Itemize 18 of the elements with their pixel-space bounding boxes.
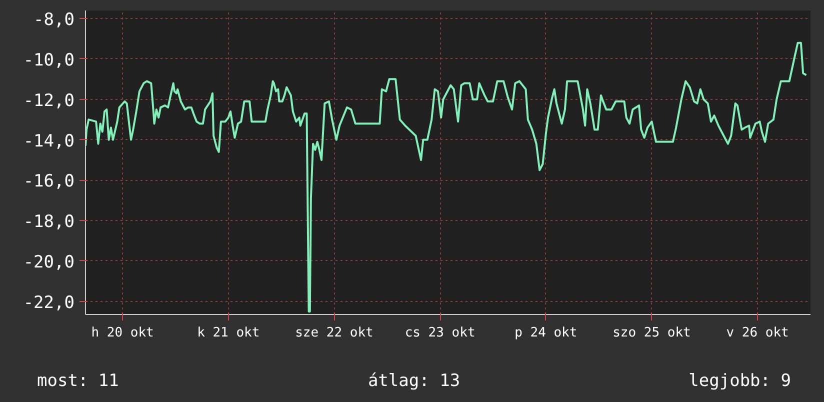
- y-tick-label: -18,0: [23, 212, 75, 232]
- y-tick-label: -10,0: [23, 50, 75, 70]
- x-tick-label: v 26 okt: [726, 326, 789, 340]
- x-tick-label: h 20 okt: [91, 326, 154, 340]
- y-tick-label: -16,0: [23, 172, 75, 192]
- x-tick-label: p 24 okt: [514, 326, 578, 340]
- x-tick-label: sze 22 okt: [295, 326, 374, 340]
- x-tick-label: szo 25 okt: [612, 326, 691, 340]
- x-tick-label: cs 23 okt: [404, 326, 476, 340]
- y-tick-label: -12,0: [23, 90, 75, 111]
- y-tick-label: -20,0: [23, 252, 75, 272]
- y-tick-label: -8,0: [34, 10, 75, 30]
- text: legjobb: 9: [688, 370, 791, 393]
- y-tick-label: -14,0: [23, 131, 75, 152]
- x-tick-label: k 21 okt: [197, 326, 260, 340]
- text: átlag: 13: [368, 370, 460, 393]
- y-tick-label: -22,0: [23, 292, 75, 313]
- text: most: 11: [37, 370, 119, 393]
